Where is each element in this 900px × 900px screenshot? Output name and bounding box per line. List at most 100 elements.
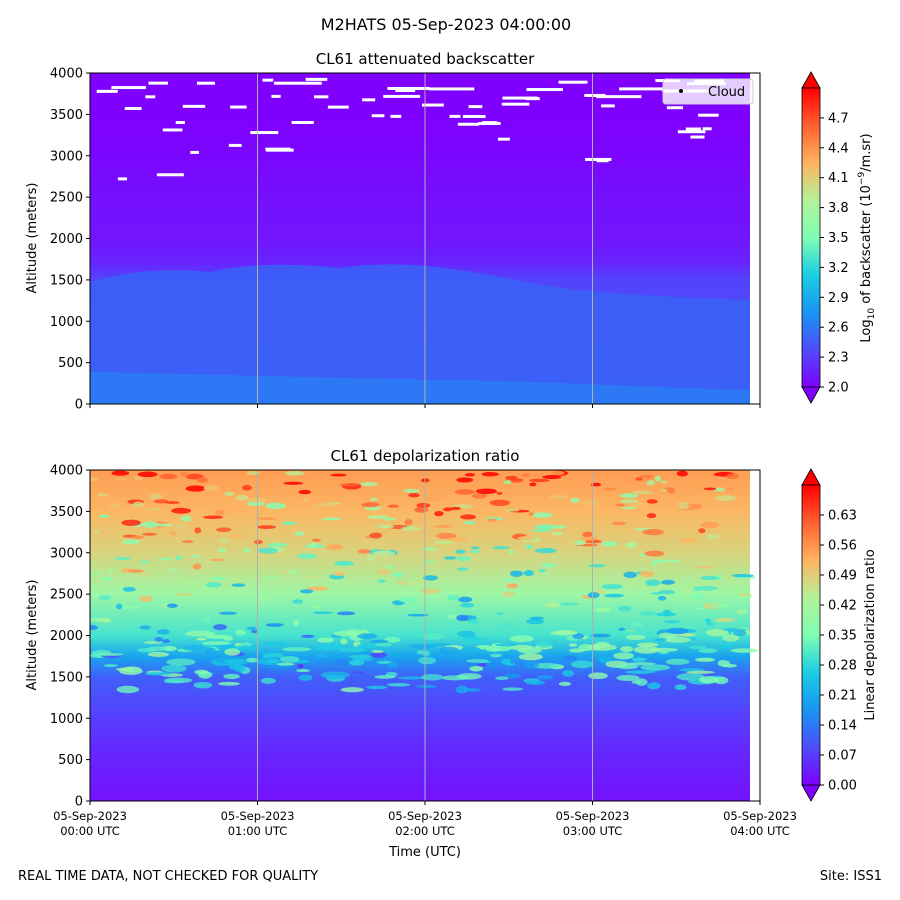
x-tick-time: 03:00 UTC <box>563 824 623 838</box>
depol-speckle <box>266 542 288 547</box>
depol-speckle <box>529 616 545 620</box>
backscatter-colorbar: 2.0 2.3 2.6 2.9 3.2 3.5 3.8 4.1 4.4 4.7 Log10 of … <box>801 71 877 404</box>
depol-speckle <box>257 525 276 529</box>
depol-speckle <box>570 497 580 504</box>
depol-speckle <box>366 555 376 561</box>
depol-speckle <box>658 651 669 655</box>
depol-speckle <box>122 539 141 545</box>
depol-speckle <box>351 671 366 675</box>
depol-speckle <box>386 565 394 569</box>
depol-speckle <box>314 643 342 651</box>
depol-speckle <box>370 651 387 658</box>
depol-speckle <box>416 684 437 689</box>
y-tick-label: 0 <box>75 795 83 810</box>
depol-speckle <box>456 477 474 483</box>
colorbar-tick-label: 3.2 <box>828 261 849 276</box>
depol-speckle <box>601 583 623 590</box>
backscatter-grid <box>257 73 593 404</box>
depol-speckle <box>414 506 428 513</box>
depol-speckle <box>667 487 675 494</box>
depol-speckle <box>371 649 384 654</box>
depolarization-speckles <box>90 470 759 694</box>
depol-speckle <box>677 504 690 509</box>
depol-speckle <box>214 509 225 516</box>
depol-speckle <box>526 680 546 685</box>
depol-speckle <box>523 570 534 577</box>
depol-speckle <box>462 636 489 642</box>
cloud-legend-marker <box>679 89 683 93</box>
depol-speckle <box>693 586 703 592</box>
depol-speckle <box>349 654 372 659</box>
depol-speckle <box>98 595 112 601</box>
depol-speckle <box>279 655 300 663</box>
depol-speckle <box>604 593 625 598</box>
depol-speckle <box>461 646 481 651</box>
depol-speckle <box>475 645 492 650</box>
depol-speckle <box>618 630 639 635</box>
depol-speckle <box>635 477 643 481</box>
depol-speckle <box>660 488 667 493</box>
depol-speckle <box>221 507 240 511</box>
cloud-marker <box>468 105 483 109</box>
depol-speckle <box>205 647 218 656</box>
depol-speckle <box>332 571 346 577</box>
depol-speckle <box>420 588 440 595</box>
depol-speckle <box>204 635 233 640</box>
depol-speckle <box>218 538 229 544</box>
depolarization-colorbar-label: Linear depolarization ratio <box>863 549 878 720</box>
cloud-marker <box>291 120 314 124</box>
depol-speckle <box>472 492 488 499</box>
depol-speckle <box>298 489 312 495</box>
depol-speckle <box>103 664 119 668</box>
cloud-marker <box>162 128 183 132</box>
depol-speckle <box>730 648 759 653</box>
depol-speckle <box>620 645 634 653</box>
depol-speckle <box>639 611 657 616</box>
depol-speckle <box>325 544 343 550</box>
cloud-marker <box>596 159 609 163</box>
colorbar-tick-label: 4.4 <box>828 141 849 156</box>
depol-speckle <box>590 633 611 638</box>
depol-speckle <box>215 527 232 532</box>
cloud-marker <box>111 86 146 90</box>
depol-speckle <box>159 473 178 480</box>
y-tick-label: 500 <box>58 356 83 371</box>
depol-speckle <box>582 531 594 538</box>
cloud-marker <box>698 113 719 117</box>
depol-speckle <box>468 618 479 625</box>
depol-speckle <box>584 554 593 559</box>
depol-speckle <box>456 556 472 562</box>
depol-speckle <box>442 507 453 512</box>
depol-speckle <box>116 603 123 610</box>
depol-speckle <box>572 633 584 640</box>
depol-speckle <box>692 583 700 586</box>
depol-speckle <box>528 478 550 483</box>
depol-speckle <box>617 605 632 612</box>
y-tick-label: 1000 <box>50 315 83 330</box>
aerosol-layer-top <box>90 264 750 404</box>
depol-speckle <box>202 515 224 519</box>
depol-speckle <box>568 643 578 647</box>
depol-speckle <box>191 554 201 558</box>
depol-speckle <box>454 489 476 495</box>
depol-speckle <box>194 527 202 534</box>
depol-speckle <box>666 627 689 635</box>
cloud-marker <box>457 122 480 126</box>
y-tick-label: 1000 <box>50 712 83 727</box>
depol-speckle <box>703 487 717 491</box>
y-tick-label: 0 <box>75 398 83 413</box>
depol-speckle <box>456 567 469 571</box>
depol-speckle <box>231 583 246 587</box>
colorbar-tick-label: 2.9 <box>828 291 849 306</box>
depol-speckle <box>409 643 436 649</box>
depol-speckle <box>300 589 314 594</box>
depol-speckle <box>686 670 715 674</box>
depol-speckle <box>201 641 232 646</box>
depol-speckle <box>619 493 639 499</box>
cloud-marker <box>666 106 683 110</box>
depol-speckle <box>640 664 670 671</box>
depol-speckle <box>408 492 420 498</box>
depol-speckle <box>376 569 391 575</box>
